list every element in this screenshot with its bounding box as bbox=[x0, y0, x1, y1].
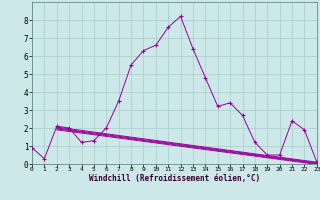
X-axis label: Windchill (Refroidissement éolien,°C): Windchill (Refroidissement éolien,°C) bbox=[89, 174, 260, 183]
